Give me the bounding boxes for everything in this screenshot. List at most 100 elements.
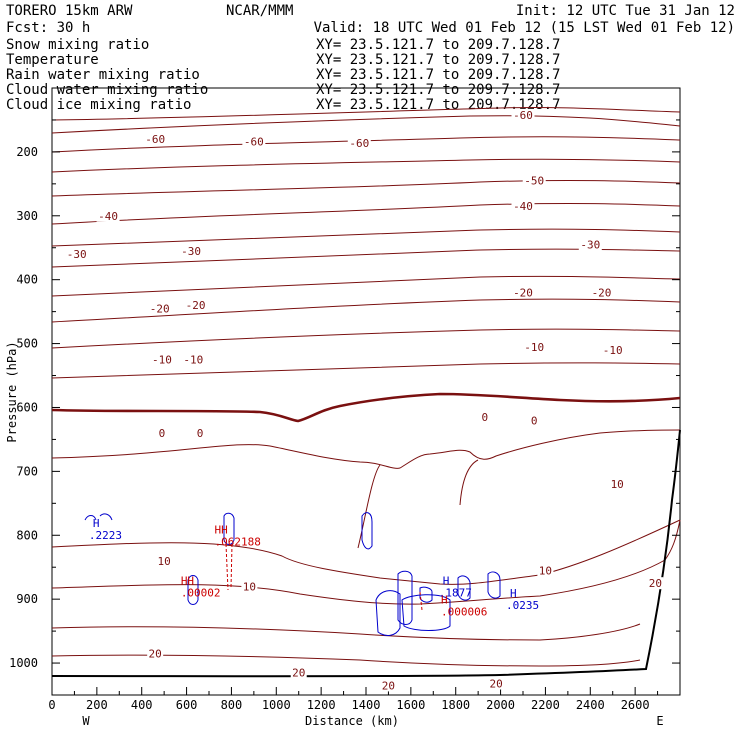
field-xy-range: XY= 23.5.121.7 to 209.7.128.7	[316, 52, 560, 68]
contour-label-mask	[647, 577, 664, 590]
rain-water-max-value: .00002	[181, 586, 221, 599]
contour-label-mask	[241, 580, 258, 593]
cloud-water-max-value: .2223	[89, 529, 122, 542]
cloud-water-high-marker: H	[510, 587, 517, 600]
x-tick-label: 1800	[441, 698, 470, 712]
contour-label-mask	[380, 679, 397, 692]
isotherm-line	[51, 654, 641, 667]
isotherm-label: -20	[592, 286, 612, 299]
y-tick-label: 600	[16, 400, 38, 414]
rain-water-contour	[225, 543, 233, 591]
y-tick-label: 900	[16, 592, 38, 606]
contour-label-mask	[150, 353, 174, 366]
field-name: Cloud ice mixing ratio	[6, 97, 191, 113]
isotherm-label: -40	[98, 210, 118, 223]
isotherm-line	[51, 136, 681, 153]
isotherm-line	[51, 228, 681, 247]
isotherm-label: 0	[482, 411, 489, 424]
x-tick-label: 800	[221, 698, 243, 712]
plot-frame	[51, 87, 681, 696]
isotherm-label: -10	[603, 344, 623, 357]
terrain-line	[51, 429, 681, 678]
contour-label-mask	[488, 677, 505, 690]
contour-label-mask	[143, 133, 167, 146]
x-axis-label: Distance (km)	[305, 714, 399, 728]
isotherm-label: 20	[292, 667, 305, 680]
isotherm-label: -10	[152, 354, 172, 367]
contour-label-mask	[511, 108, 535, 121]
contour-label-mask	[290, 666, 307, 679]
x-tick-label: 0	[48, 698, 55, 712]
forecast-hour: Fcst: 30 h	[6, 20, 90, 36]
rain-water-contour	[419, 591, 423, 611]
isotherm-label: -40	[513, 200, 533, 213]
isotherm-label: 20	[382, 679, 395, 692]
cloud-water-contour	[419, 586, 433, 603]
isotherm-label: 20	[649, 577, 662, 590]
x-tick-label: 1600	[396, 698, 425, 712]
cloud-water-contour	[84, 513, 113, 521]
contour-label-mask	[522, 174, 546, 187]
field-name: Rain water mixing ratio	[6, 67, 200, 83]
x-tick-label: 2200	[531, 698, 560, 712]
cloud-water-contour	[223, 512, 235, 545]
isotherm-label: -60	[145, 133, 165, 146]
contour-label-mask	[181, 353, 205, 366]
isotherm-line	[51, 623, 641, 641]
cloud-water-contours	[84, 512, 501, 636]
x-tick-label: 1200	[307, 698, 336, 712]
y-tick-label: 400	[16, 273, 38, 287]
y-tick-label: 300	[16, 209, 38, 223]
cloud-water-high-marker: H	[443, 574, 450, 587]
x-tick-label: 2000	[486, 698, 515, 712]
isotherm-label: 10	[158, 555, 171, 568]
field-name: Cloud water mixing ratio	[6, 82, 208, 98]
cloud-water-contour	[187, 575, 199, 605]
east-label: E	[656, 714, 663, 728]
x-tick-label: 200	[86, 698, 108, 712]
contour-label-mask	[184, 299, 208, 312]
isotherm-label: -20	[150, 302, 170, 315]
isotherm-label: 0	[159, 427, 166, 440]
contour-label-mask	[529, 414, 539, 427]
contour-label-mask	[590, 286, 613, 299]
x-tick-label: 2600	[621, 698, 650, 712]
cloud-water-contour	[361, 512, 373, 550]
contour-label-mask	[157, 427, 167, 440]
cloud-water-max-value: .0235	[506, 599, 539, 612]
isotherm-line	[51, 248, 681, 268]
field-xy-range: XY= 23.5.121.7 to 209.7.128.7	[316, 37, 560, 53]
chart-marks: 0 200 400 600 800 1000 1200 1400 1600 1800 2000 220…	[5, 108, 680, 728]
isotherm-line	[51, 519, 681, 605]
isotherm-line	[51, 519, 681, 585]
isotherm-label: -60	[244, 136, 264, 149]
isotherm-line	[51, 298, 681, 323]
contour-label-mask	[578, 238, 602, 251]
cloud-water-contour	[457, 575, 471, 601]
field-xy-range: XY= 23.5.121.7 to 209.7.128.7	[316, 82, 560, 98]
y-tick-label: 800	[16, 528, 38, 542]
isotherm-label: 0	[531, 414, 538, 427]
cloud-water-max-value: .1877	[439, 586, 472, 599]
y-axis-label: Pressure (hPa)	[5, 341, 19, 442]
field-legend: Snow mixing ratio XY= 23.5.121.7 to 209.7…	[6, 37, 560, 113]
contour-label-mask	[480, 411, 490, 424]
rain-water-high-marker: HH	[214, 523, 227, 536]
isotherm-label: 0	[197, 427, 204, 440]
isotherm-label: -60	[349, 137, 369, 150]
rain-water-max-value: .062188	[214, 535, 260, 548]
contour-label-mask	[601, 343, 625, 356]
isotherm-label: -30	[580, 239, 600, 252]
contour-label-mask	[148, 302, 172, 315]
y-tick-label: 1000	[9, 656, 38, 670]
field-name: Temperature	[6, 52, 99, 68]
contour-label-mask	[195, 427, 205, 440]
isotherm-line	[51, 202, 681, 225]
rain-water-contours	[225, 543, 423, 611]
contour-label-mask	[609, 478, 626, 491]
isotherm-label: -30	[67, 248, 87, 261]
field-xy-range: XY= 23.5.121.7 to 209.7.128.7	[316, 97, 560, 113]
center-title: NCAR/MMM	[226, 3, 293, 19]
cloud-water-contour	[397, 570, 413, 625]
isotherm-line	[459, 459, 479, 506]
